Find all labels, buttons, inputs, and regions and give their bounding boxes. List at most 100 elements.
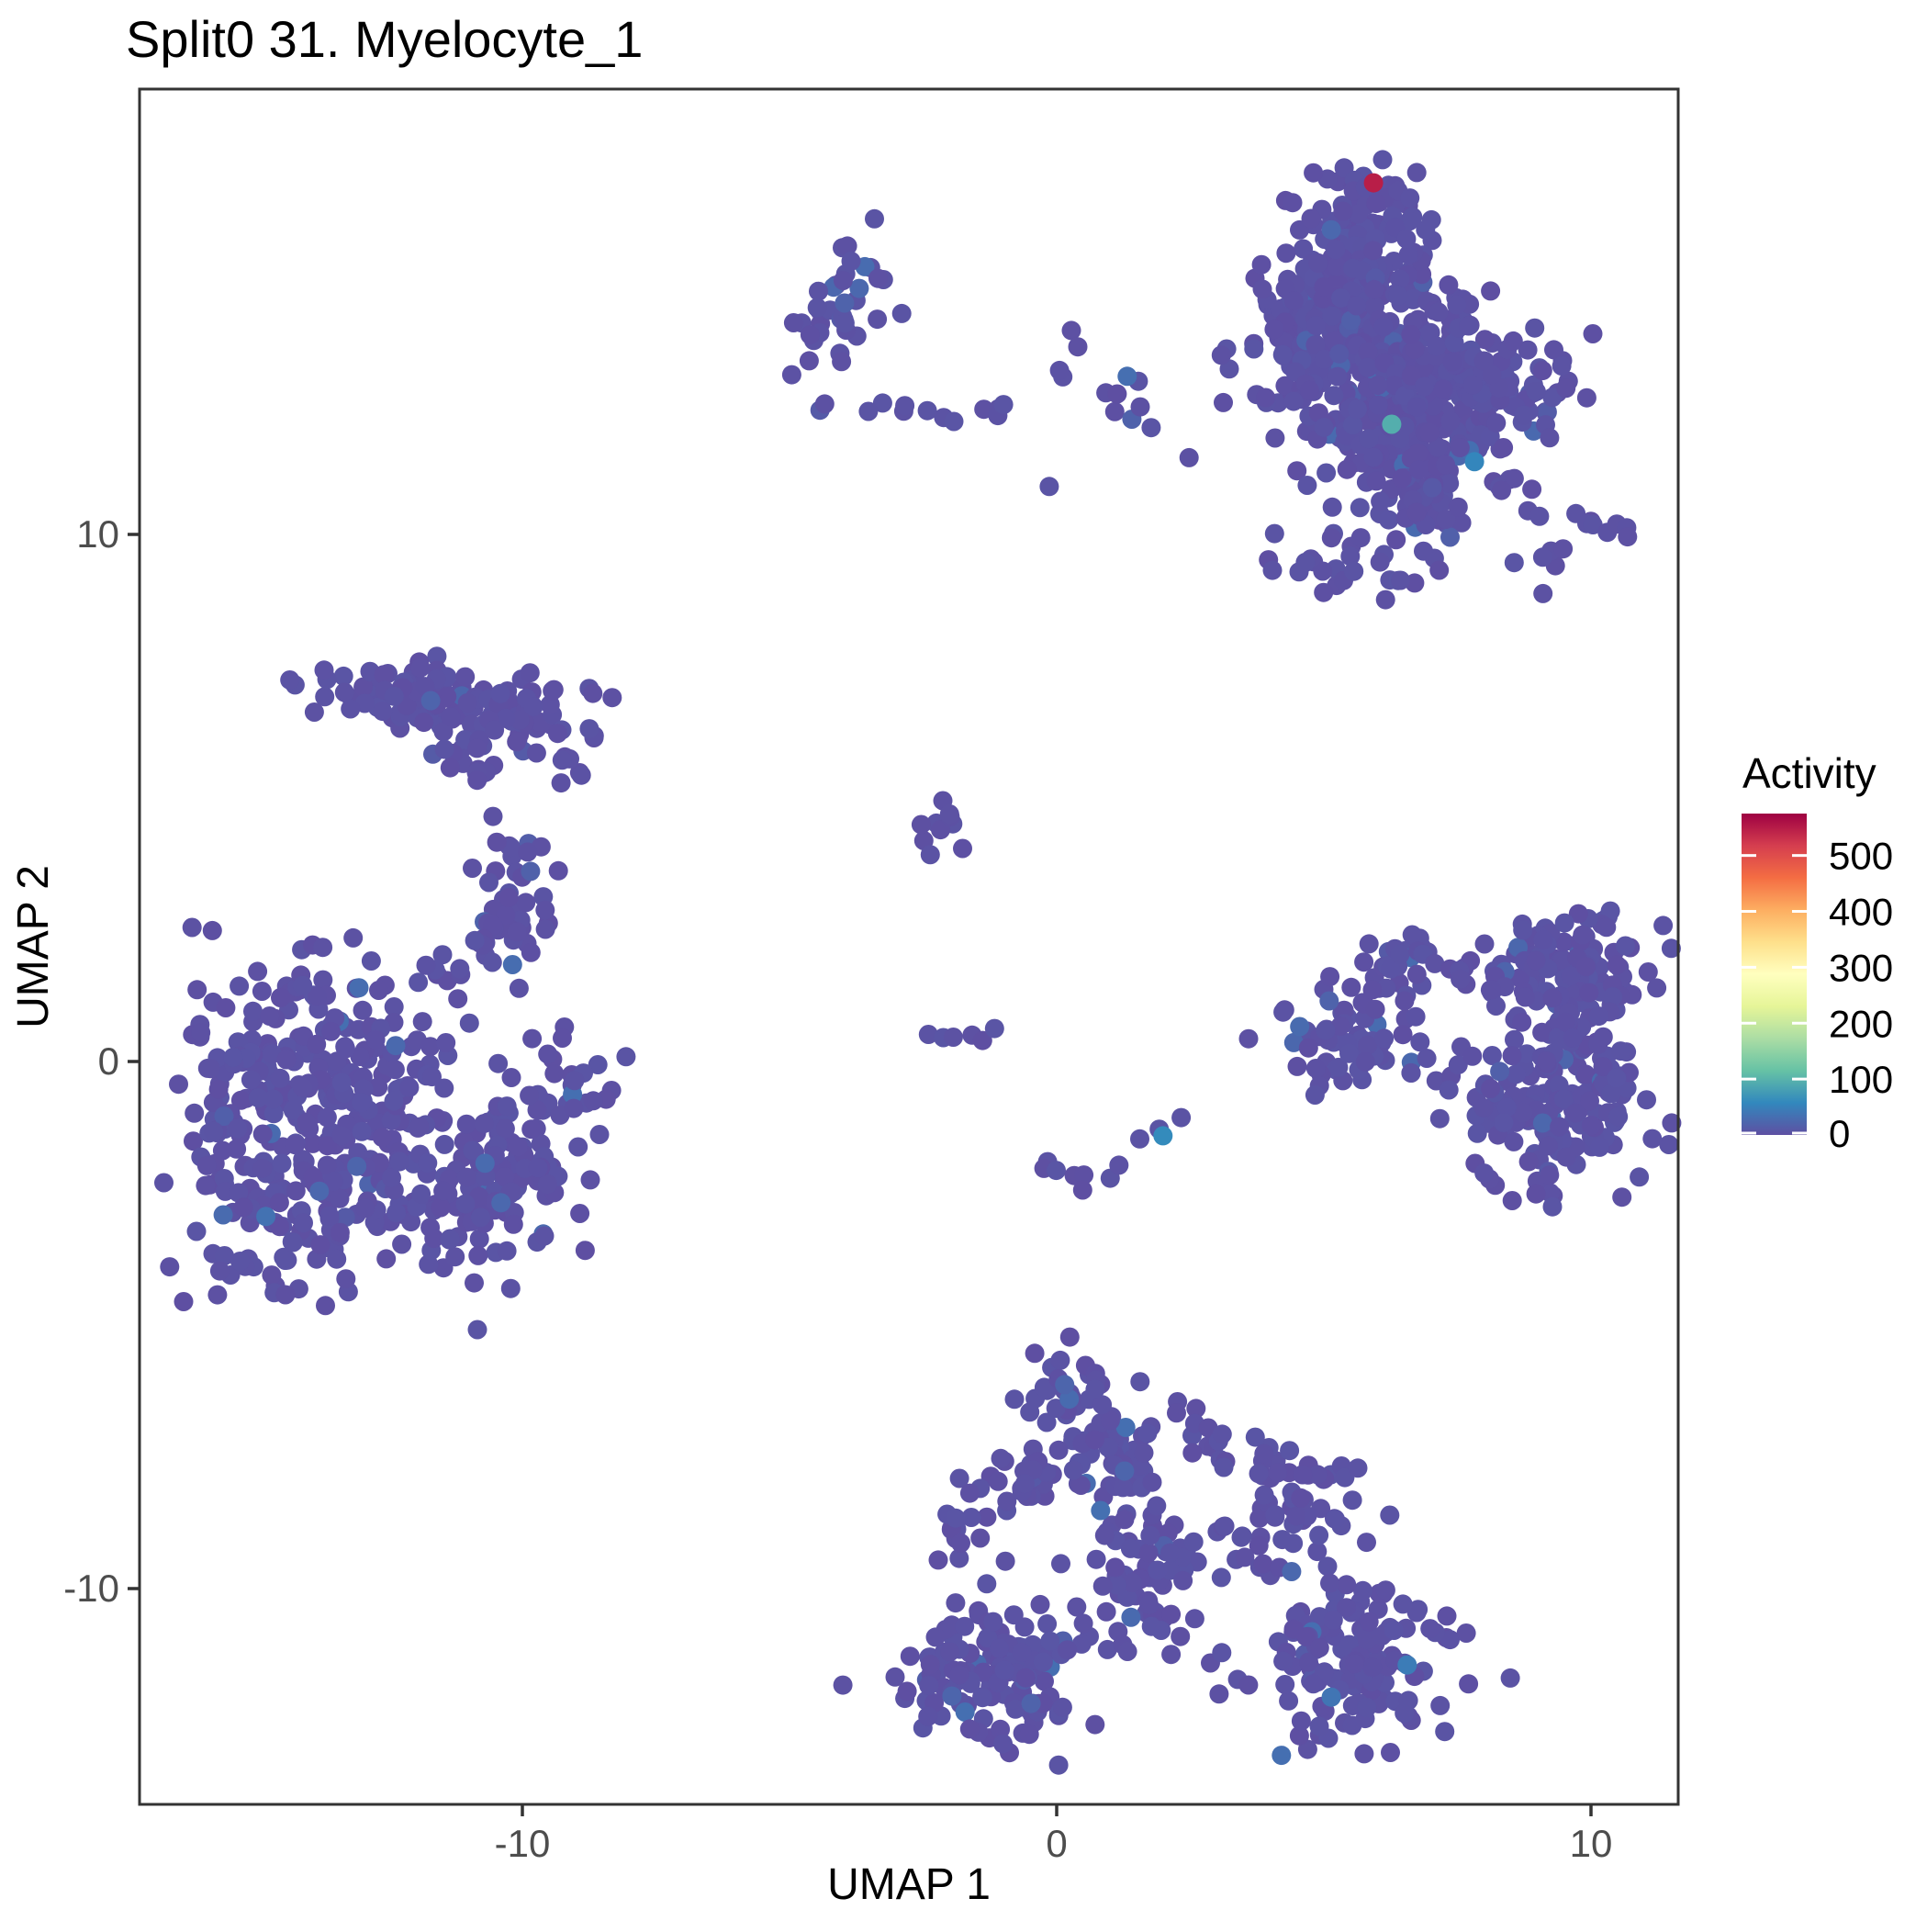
data-point [897,1681,917,1702]
data-point [1309,1638,1329,1657]
data-point [1244,339,1264,359]
data-point [1447,295,1467,315]
data-point [521,1119,542,1140]
data-point [307,986,327,1006]
data-point [455,667,476,687]
data-point [538,1044,558,1064]
data-point [468,1245,488,1265]
data-point [384,997,404,1017]
data-point [500,1278,521,1298]
data-point [487,832,507,852]
y-tick-label: 10 [76,512,119,556]
data-point [1430,1695,1451,1715]
data-point [1556,378,1576,399]
data-point [352,1093,372,1113]
data-point [1514,405,1534,425]
data-point [1537,1051,1556,1071]
data-point [1283,1619,1304,1639]
data-point [1215,1516,1235,1536]
data-point [381,1110,401,1130]
data-point [835,293,855,313]
data-point [1115,1510,1135,1530]
data-point [833,271,853,290]
data-point [1451,512,1472,533]
data-point [1616,936,1635,956]
data-point [1395,991,1415,1011]
data-point [1556,1012,1575,1032]
data-point [1436,455,1455,475]
data-point [1529,506,1550,526]
data-point [1282,1562,1302,1581]
data-point [977,1507,997,1527]
data-point [187,980,207,1000]
data-point [911,814,931,835]
data-point [1096,1601,1116,1622]
data-point [431,1197,451,1218]
data-point [1359,429,1379,449]
data-point [1141,418,1161,438]
data-point [262,1265,282,1286]
data-point [1354,952,1374,972]
data-point [1107,384,1127,404]
data-point [1137,1423,1158,1443]
data-point [479,872,499,893]
data-point [1307,1542,1328,1562]
data-point [588,1055,608,1074]
data-point [1540,1165,1560,1185]
data-point [1505,1029,1524,1050]
data-point [319,1206,340,1226]
data-point [1130,1129,1149,1149]
data-point [919,1676,939,1695]
data-point [1171,1626,1191,1646]
data-point [1573,925,1593,945]
data-point [972,1030,992,1050]
data-point [434,1134,454,1154]
data-point [399,1077,420,1097]
data-point [1370,552,1390,572]
data-point [993,1734,1013,1754]
data-point [1379,510,1399,530]
data-point [1450,438,1470,457]
data-point [800,325,820,345]
data-point [833,1675,853,1695]
data-point [186,1221,207,1241]
data-point [361,951,381,971]
data-point [1304,1674,1323,1694]
data-point [286,1135,305,1155]
data-point [1382,414,1402,434]
data-point [1481,1079,1501,1098]
data-point [1040,1631,1060,1651]
data-point [184,1131,203,1151]
data-point [553,1028,572,1048]
legend-ticks [1742,854,1807,1135]
data-point [548,860,568,881]
data-point [1359,934,1379,954]
data-point [1373,317,1394,337]
data-point [841,251,861,271]
data-point [1406,397,1427,417]
data-point [1319,991,1339,1011]
data-point [373,702,393,722]
data-point [1295,552,1316,572]
data-point [459,1013,479,1033]
data-point [1642,1129,1663,1149]
data-point [583,1091,603,1111]
data-point [526,743,546,763]
data-point [1283,291,1304,311]
data-point [1238,1675,1259,1695]
legend-colorbar [1742,814,1807,1135]
data-point [1337,459,1357,479]
data-point [209,1261,230,1281]
data-point [336,1269,356,1289]
data-point [456,1114,476,1134]
data-point [1063,1460,1083,1480]
data-point [456,1167,476,1187]
data-point [1348,399,1367,420]
data-point [1321,219,1341,240]
data-point [1005,1699,1025,1719]
data-point [169,1074,188,1095]
data-point [1384,1621,1404,1640]
data-point [427,646,447,667]
data-point [835,313,855,333]
data-point [304,702,324,722]
